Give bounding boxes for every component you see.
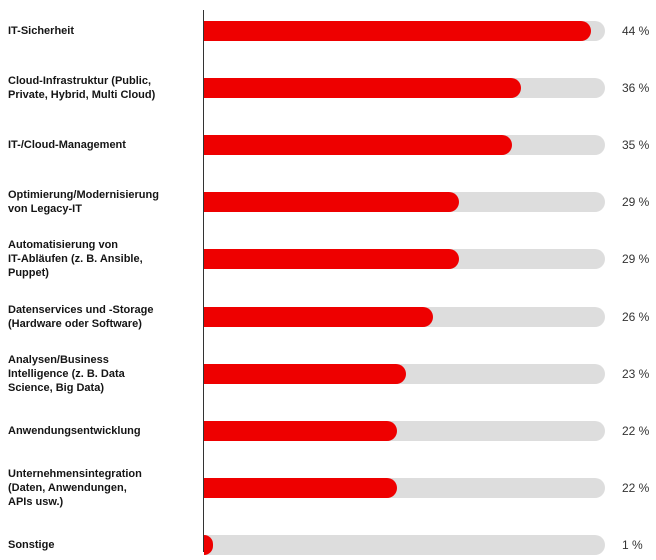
- category-label: Datenservices und -Storage (Hardware ode…: [8, 303, 154, 330]
- bar: [204, 135, 512, 156]
- axis-line: [203, 10, 204, 552]
- value-label: 1 %: [622, 537, 643, 552]
- category-label: Sonstige: [8, 538, 55, 551]
- bar: [204, 477, 398, 498]
- category-label: Automatisierung von IT-Abläufen (z. B. A…: [8, 239, 143, 280]
- value-label: 22 %: [622, 423, 650, 438]
- bar: [204, 192, 460, 213]
- category-label: Analysen/Business Intelligence (z. B. Da…: [8, 353, 125, 394]
- value-label: 36 %: [622, 81, 650, 96]
- bar: [204, 249, 460, 270]
- value-label: 35 %: [622, 138, 650, 153]
- value-label: 22 %: [622, 480, 650, 495]
- bar-track: [204, 534, 605, 555]
- bar: [204, 534, 213, 555]
- value-label: 44 %: [622, 24, 650, 38]
- category-label: Optimierung/Modernisierung von Legacy-IT: [8, 189, 159, 216]
- bar: [204, 363, 407, 384]
- value-label: 26 %: [622, 309, 650, 324]
- value-label: 29 %: [622, 195, 650, 210]
- bar: [204, 306, 433, 327]
- category-label: IT-Sicherheit: [8, 25, 75, 37]
- value-label: 23 %: [622, 366, 650, 381]
- category-label: IT-/Cloud-Management: [8, 139, 126, 152]
- category-label: Cloud-Infrastruktur (Public, Private, Hy…: [8, 75, 156, 102]
- value-label: 29 %: [622, 252, 650, 267]
- bar: [204, 420, 398, 441]
- category-label: Anwendungsentwicklung: [8, 424, 141, 437]
- bar: [204, 21, 591, 41]
- category-label: Unternehmensintegration (Daten, Anwendun…: [8, 467, 142, 508]
- bar: [204, 78, 521, 99]
